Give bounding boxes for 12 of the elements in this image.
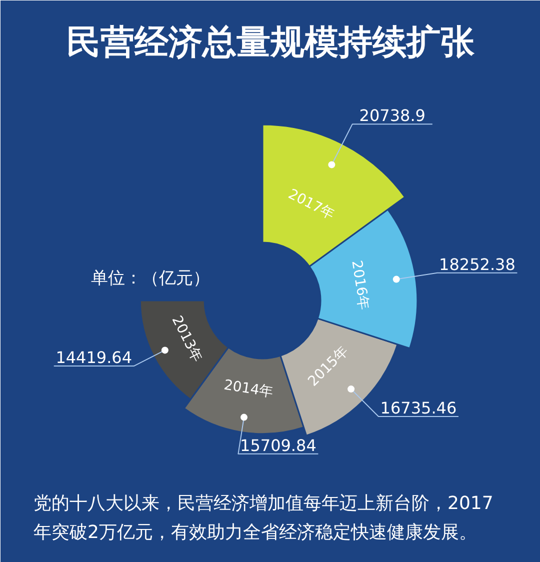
data-label: 20738.9 bbox=[359, 106, 426, 126]
data-label: 15709.84 bbox=[240, 436, 316, 455]
category-label: 2013年 bbox=[168, 313, 206, 365]
data-label: 16735.46 bbox=[380, 398, 457, 418]
text: 单位：（亿元） bbox=[91, 268, 210, 288]
text: 党的十八大以来，民营经济增加值每年迈上新台阶，2017年突破2万亿元，有效助力全省经济稳定快速健康发展。 bbox=[34, 493, 494, 543]
category-label: 2017年 bbox=[286, 186, 338, 224]
text: 民营经济总量规模持续扩张 bbox=[66, 22, 476, 62]
data-label: 18252.38 bbox=[439, 254, 516, 274]
data-label: 14419.64 bbox=[56, 348, 132, 368]
category-label: 2016年 bbox=[348, 259, 372, 311]
category-label: 2014年 bbox=[222, 377, 274, 401]
